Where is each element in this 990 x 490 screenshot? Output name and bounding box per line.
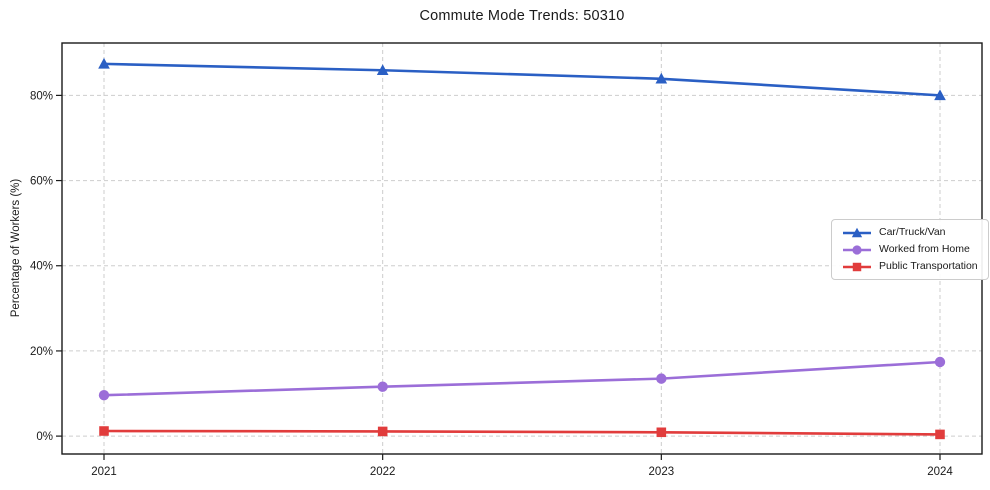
legend-item-worked-from-home: Worked from Home (842, 243, 978, 256)
series-worked-from-home-circle-marker-icon (656, 373, 667, 384)
series-worked-from-home-circle-marker-icon (934, 356, 946, 368)
legend-swatch (843, 227, 871, 237)
series-public-transportation-square-marker-icon (935, 429, 945, 440)
y-tick-label: 80% (30, 90, 53, 102)
x-tick-label: 2023 (649, 466, 675, 478)
x-tick-label: 2024 (927, 466, 953, 478)
x-tick-label: 2022 (370, 466, 396, 478)
series-car-truck-van-triangle-marker-icon (98, 57, 110, 69)
y-tick-label: 20% (30, 346, 53, 358)
legend: Car/Truck/Van Worked from Home Public Tran… (831, 219, 989, 280)
legend-item-car-truck-van: Car/Truck/Van (842, 226, 978, 239)
legend-swatch (843, 262, 871, 271)
series-public-transportation-square-marker-icon (377, 426, 388, 437)
series-car-truck-van-triangle-marker-icon (376, 64, 389, 76)
y-tick-label: 0% (36, 431, 53, 443)
legend-public-transportation-square-marker-icon (852, 262, 862, 271)
series-line-worked-from-home (102, 360, 942, 397)
series-car-truck-van-triangle-marker-icon (655, 72, 668, 84)
series-public-transportation-square-marker-icon (656, 427, 667, 438)
legend-worked-from-home-circle-marker-icon (852, 244, 862, 255)
chart-title: Commute Mode Trends: 50310 (419, 8, 625, 24)
series-worked-from-home-circle-marker-icon (377, 381, 388, 392)
series-line-car-truck-van (102, 62, 942, 97)
legend-item-public-transportation: Public Transportation (842, 260, 978, 273)
legend-car-truck-van-triangle-marker-icon (851, 227, 863, 237)
x-tick-label: 2021 (91, 466, 117, 478)
legend-label: Car/Truck/Van (879, 226, 946, 238)
y-tick-label: 40% (30, 261, 53, 273)
legend-label: Worked from Home (879, 243, 970, 255)
series-worked-from-home-circle-marker-icon (98, 390, 110, 401)
legend-swatch (843, 244, 871, 255)
y-tick-label: 60% (30, 176, 53, 188)
series-line-public-transportation (102, 429, 942, 436)
series-car-truck-van-triangle-marker-icon (934, 89, 946, 101)
series-public-transportation-square-marker-icon (99, 426, 109, 436)
legend-label: Public Transportation (879, 260, 978, 272)
